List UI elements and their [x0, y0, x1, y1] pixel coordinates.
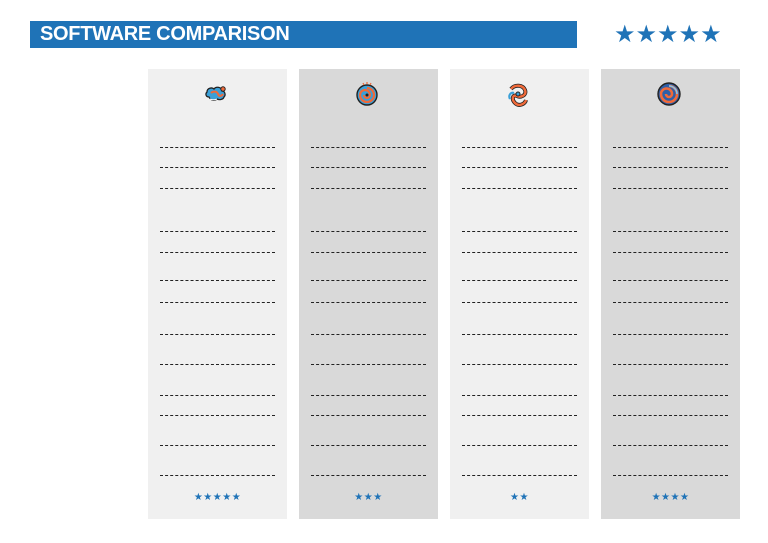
- placeholder-line: [613, 445, 728, 446]
- placeholder-line: [613, 475, 728, 476]
- placeholder-line: [613, 280, 728, 281]
- placeholder-line: [160, 364, 275, 365]
- placeholder-line: [160, 188, 275, 189]
- placeholder-line: [311, 302, 426, 303]
- placeholder-line: [160, 395, 275, 396]
- placeholder-line: [160, 252, 275, 253]
- placeholder-line: [462, 302, 577, 303]
- placeholder-line: [311, 188, 426, 189]
- placeholder-line: [613, 147, 728, 148]
- placeholder-line: [613, 395, 728, 396]
- placeholder-line: [160, 302, 275, 303]
- placeholder-line: [613, 415, 728, 416]
- placeholder-line: [462, 445, 577, 446]
- placeholder-line: [311, 167, 426, 168]
- placeholder-line: [613, 364, 728, 365]
- placeholder-line: [462, 167, 577, 168]
- software-column-2: ★★★: [299, 69, 438, 519]
- placeholder-line: [311, 364, 426, 365]
- placeholder-line: [613, 252, 728, 253]
- software-column-4: ★★★★: [601, 69, 740, 519]
- placeholder-line: [160, 475, 275, 476]
- placeholder-line: [462, 334, 577, 335]
- software-column-1: ★★★★★: [148, 69, 287, 519]
- placeholder-line: [160, 167, 275, 168]
- placeholder-line: [160, 334, 275, 335]
- placeholder-line: [462, 395, 577, 396]
- placeholder-line: [160, 415, 275, 416]
- placeholder-line: [462, 188, 577, 189]
- page-title: SOFTWARE COMPARISON: [30, 21, 577, 48]
- placeholder-line: [613, 188, 728, 189]
- placeholder-line: [311, 231, 426, 232]
- placeholder-line: [160, 147, 275, 148]
- placeholder-line: [613, 334, 728, 335]
- header-rating-stars: ★★★★★: [614, 21, 722, 48]
- column-rating-stars: ★★: [510, 492, 529, 503]
- placeholder-line: [462, 280, 577, 281]
- placeholder-line: [613, 302, 728, 303]
- placeholder-line: [160, 231, 275, 232]
- swirl-orb-logo-icon: [657, 82, 681, 106]
- placeholder-line: [613, 167, 728, 168]
- placeholder-line: [311, 445, 426, 446]
- placeholder-line: [311, 252, 426, 253]
- cloud-swirl-logo-icon: [205, 86, 226, 101]
- placeholder-line: [462, 475, 577, 476]
- placeholder-line: [311, 415, 426, 416]
- software-column-3: ★★: [450, 69, 589, 519]
- column-rating-stars: ★★★★★: [193, 492, 242, 503]
- placeholder-line: [160, 445, 275, 446]
- placeholder-line: [462, 147, 577, 148]
- column-rating-stars: ★★★★: [651, 492, 690, 503]
- spiral-vortex-logo-icon: [356, 82, 378, 106]
- placeholder-line: [462, 252, 577, 253]
- placeholder-line: [462, 364, 577, 365]
- placeholder-line: [311, 475, 426, 476]
- placeholder-line: [311, 334, 426, 335]
- placeholder-line: [311, 395, 426, 396]
- placeholder-line: [462, 231, 577, 232]
- knot-loop-logo-icon: [508, 83, 528, 107]
- column-rating-stars: ★★★: [354, 492, 383, 503]
- placeholder-line: [462, 415, 577, 416]
- placeholder-line: [311, 147, 426, 148]
- placeholder-line: [613, 231, 728, 232]
- placeholder-line: [160, 280, 275, 281]
- placeholder-line: [311, 280, 426, 281]
